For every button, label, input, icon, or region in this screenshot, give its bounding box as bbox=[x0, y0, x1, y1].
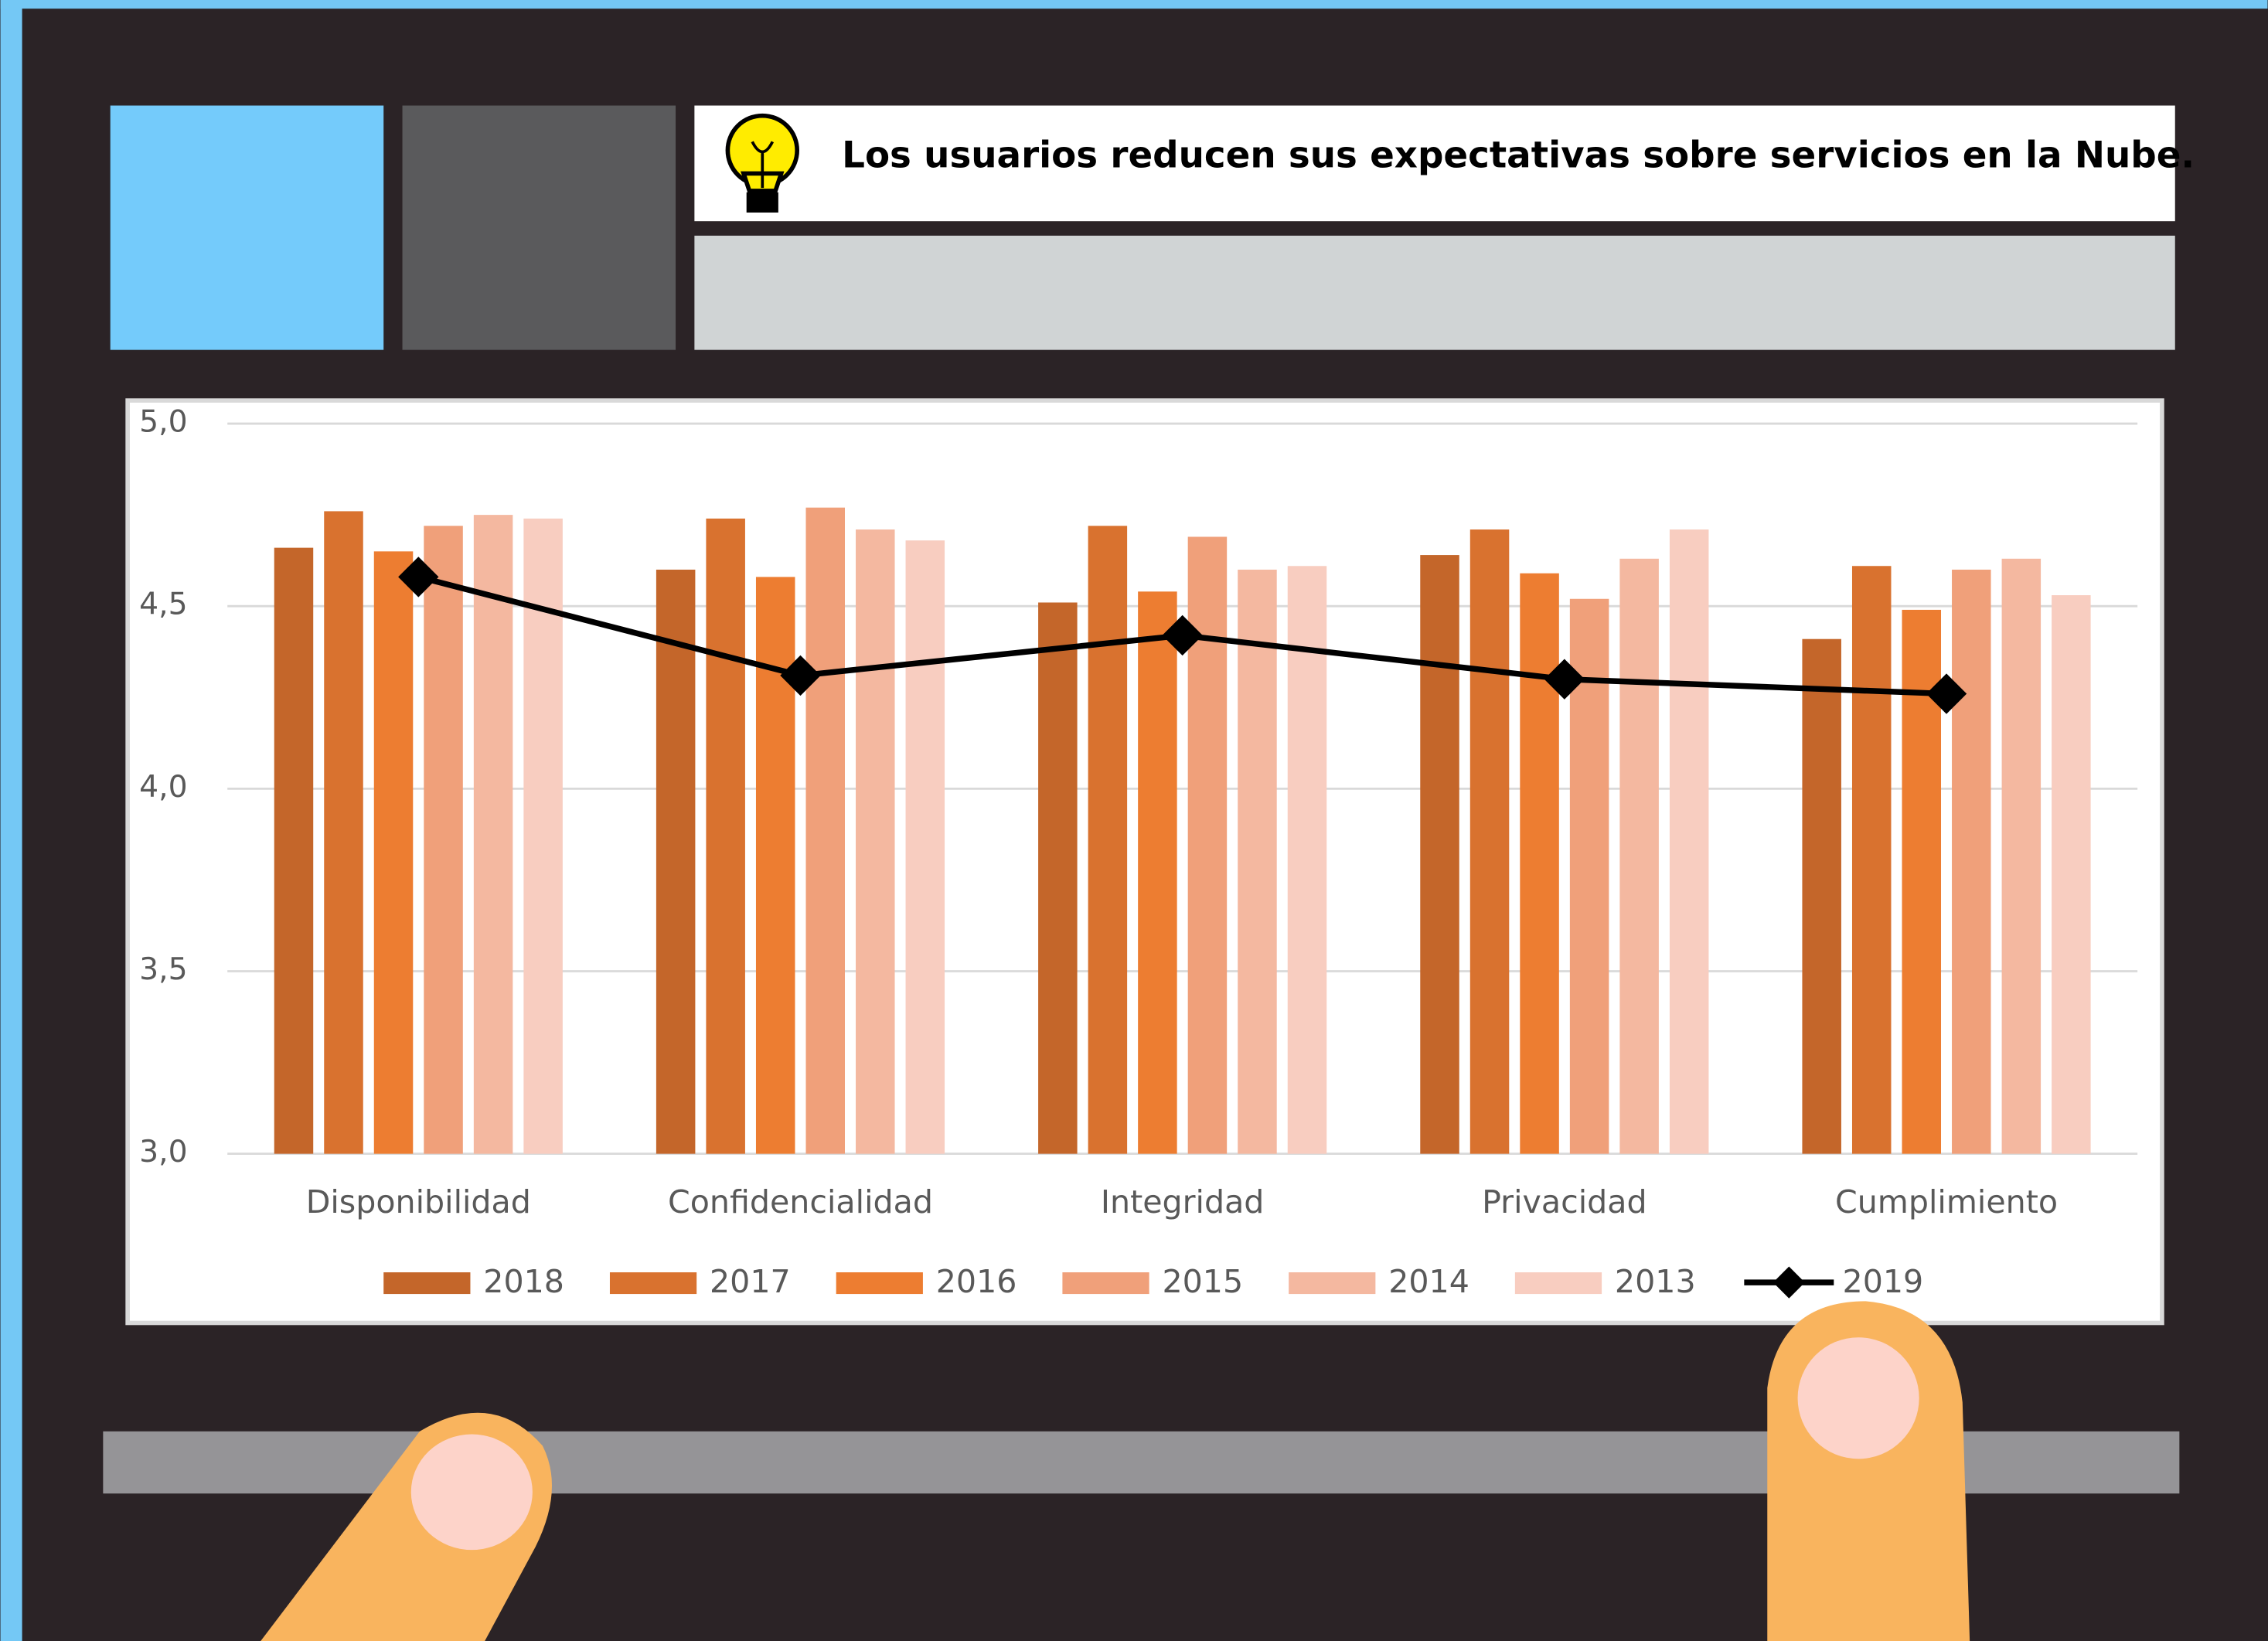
bar bbox=[805, 508, 845, 1154]
bar bbox=[1088, 526, 1128, 1153]
frame-top bbox=[1, 0, 2268, 9]
bar bbox=[324, 511, 363, 1153]
bar bbox=[1520, 574, 1559, 1154]
bar bbox=[656, 570, 696, 1154]
bar bbox=[706, 519, 745, 1154]
legend-swatch bbox=[610, 1272, 696, 1294]
bar bbox=[424, 526, 463, 1153]
y-tick-label: 3,0 bbox=[139, 1135, 187, 1169]
legend-label: 2014 bbox=[1388, 1263, 1469, 1300]
x-tick-label: Cumplimiento bbox=[1835, 1183, 2058, 1221]
page: {"chart_data": {"type": "bar", "title": … bbox=[0, 0, 2268, 1641]
screen: Los usuarios reducen sus expectativas so… bbox=[0, 0, 2268, 1641]
legend-swatch bbox=[836, 1272, 923, 1294]
frame-left bbox=[1, 0, 22, 1641]
bar bbox=[1288, 566, 1327, 1153]
bar bbox=[1852, 566, 1892, 1153]
y-tick-label: 3,5 bbox=[139, 952, 187, 987]
legend-swatch bbox=[1515, 1272, 1602, 1294]
bar bbox=[1038, 602, 1078, 1153]
y-tick-label: 4,0 bbox=[139, 770, 187, 805]
bar bbox=[2002, 559, 2042, 1154]
legend-label: 2018 bbox=[483, 1263, 564, 1300]
bar bbox=[1619, 559, 1659, 1154]
bar bbox=[1138, 591, 1177, 1153]
tile-gray bbox=[403, 106, 676, 350]
x-tick-label: Integridad bbox=[1101, 1183, 1265, 1221]
bar bbox=[1238, 570, 1277, 1154]
bar bbox=[1952, 570, 1991, 1154]
y-tick-label: 5,0 bbox=[139, 405, 187, 440]
bar bbox=[274, 548, 314, 1154]
bar bbox=[906, 540, 945, 1153]
legend-label: 2015 bbox=[1162, 1263, 1243, 1300]
x-tick-label: Disponibilidad bbox=[306, 1183, 531, 1221]
legend-label: 2013 bbox=[1615, 1263, 1696, 1300]
bar bbox=[856, 529, 895, 1154]
legend-swatch bbox=[1062, 1272, 1149, 1294]
legend-swatch bbox=[383, 1272, 470, 1294]
subtitle-bar bbox=[694, 236, 2174, 350]
bar bbox=[1420, 555, 1459, 1154]
bar bbox=[2052, 595, 2091, 1154]
legend-label: 2017 bbox=[710, 1263, 791, 1300]
x-tick-label: Confidencialidad bbox=[668, 1183, 933, 1221]
finger-right bbox=[1767, 1301, 1970, 1641]
title: Los usuarios reducen sus expectativas so… bbox=[842, 134, 2195, 176]
bar bbox=[474, 515, 513, 1154]
bar bbox=[374, 551, 414, 1153]
legend-swatch bbox=[1289, 1272, 1375, 1294]
bar bbox=[1670, 529, 1709, 1154]
legend-label: 2019 bbox=[1843, 1263, 1924, 1300]
bar bbox=[1802, 639, 1841, 1154]
y-tick-label: 4,5 bbox=[139, 587, 187, 622]
legend-label: 2016 bbox=[936, 1263, 1017, 1300]
bar bbox=[1470, 529, 1510, 1154]
x-tick-label: Privacidad bbox=[1482, 1183, 1647, 1221]
tile-blue bbox=[111, 106, 384, 350]
